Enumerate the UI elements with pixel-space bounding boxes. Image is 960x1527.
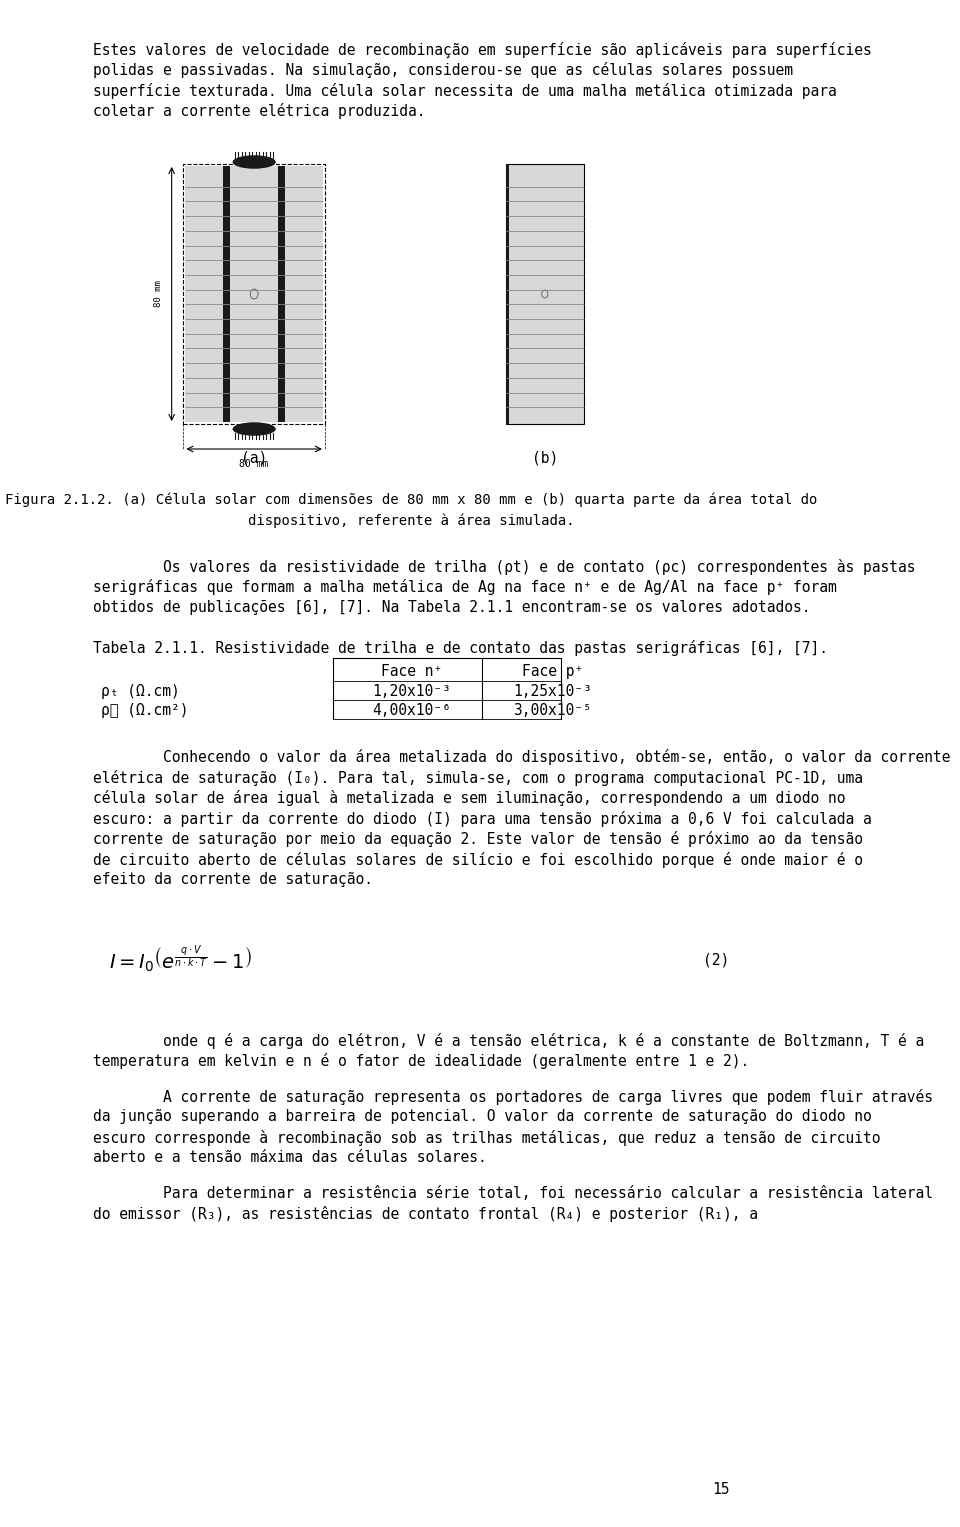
Text: ρᴄ (Ω.cm²): ρᴄ (Ω.cm²): [101, 702, 188, 718]
Text: 15: 15: [712, 1483, 730, 1496]
Ellipse shape: [232, 423, 276, 435]
Text: da junção superando a barreira de potencial. O valor da corrente de saturação do: da junção superando a barreira de potenc…: [93, 1109, 872, 1124]
Text: célula solar de área igual à metalizada e sem iluminação, correspondendo a um di: célula solar de área igual à metalizada …: [93, 791, 846, 806]
Text: corrente de saturação por meio da equação 2. Este valor de tensão é próximo ao d: corrente de saturação por meio da equaçã…: [93, 831, 863, 847]
Text: 1,25x10⁻³: 1,25x10⁻³: [514, 684, 592, 699]
Text: coletar a corrente elétrica produzida.: coletar a corrente elétrica produzida.: [93, 104, 425, 119]
Text: (a): (a): [241, 450, 267, 466]
FancyBboxPatch shape: [506, 163, 509, 425]
Text: ρₜ (Ω.cm): ρₜ (Ω.cm): [101, 684, 180, 699]
Text: temperatura em kelvin e n é o fator de idealidade (geralmente entre 1 e 2).: temperatura em kelvin e n é o fator de i…: [93, 1054, 750, 1069]
Text: 4,00x10⁻⁶: 4,00x10⁻⁶: [372, 702, 450, 718]
Text: A corrente de saturação representa os portadores de carga livres que podem fluir: A corrente de saturação representa os po…: [93, 1089, 933, 1104]
Text: do emissor (R₃), as resistências de contato frontal (R₄) e posterior (R₁), a: do emissor (R₃), as resistências de cont…: [93, 1206, 758, 1222]
Text: escuro: a partir da corrente do diodo (I) para uma tensão próxima a 0,6 V foi ca: escuro: a partir da corrente do diodo (I…: [93, 811, 872, 826]
Text: 3,00x10⁻⁵: 3,00x10⁻⁵: [514, 702, 592, 718]
Text: aberto e a tensão máxima das células solares.: aberto e a tensão máxima das células sol…: [93, 1150, 487, 1165]
Text: Estes valores de velocidade de recombinação em superfície são aplicáveis para su: Estes valores de velocidade de recombina…: [93, 43, 872, 58]
Text: Figura 2.1.2. (a) Célula solar com dimensões de 80 mm x 80 mm e (b) quarta parte: Figura 2.1.2. (a) Célula solar com dimen…: [5, 493, 818, 507]
Text: 1,20x10⁻³: 1,20x10⁻³: [372, 684, 450, 699]
Text: Face p⁺: Face p⁺: [522, 664, 584, 678]
FancyBboxPatch shape: [185, 166, 324, 421]
Ellipse shape: [232, 156, 276, 169]
FancyBboxPatch shape: [506, 163, 584, 425]
Text: Tabela 2.1.1. Resistividade de trilha e de contato das pastas serigráficas [6], : Tabela 2.1.1. Resistividade de trilha e …: [93, 640, 828, 657]
Text: serigráficas que formam a malha metálica de Ag na face n⁺ e de Ag/Al na face p⁺ : serigráficas que formam a malha metálica…: [93, 579, 837, 596]
Text: efeito da corrente de saturação.: efeito da corrente de saturação.: [93, 872, 373, 887]
Text: 80 mm: 80 mm: [239, 460, 269, 469]
FancyBboxPatch shape: [223, 166, 230, 421]
Text: escuro corresponde à recombinação sob as trilhas metálicas, que reduz a tensão d: escuro corresponde à recombinação sob as…: [93, 1130, 880, 1145]
Text: onde q é a carga do elétron, V é a tensão elétrica, k é a constante de Boltzmann: onde q é a carga do elétron, V é a tensã…: [93, 1032, 924, 1049]
Text: dispositivo, referente à área simulada.: dispositivo, referente à área simulada.: [248, 513, 575, 528]
Text: Face n⁺: Face n⁺: [381, 664, 442, 678]
FancyBboxPatch shape: [278, 166, 285, 421]
Text: de circuito aberto de células solares de silício e foi escolhido porque é onde m: de circuito aberto de células solares de…: [93, 852, 863, 867]
Text: 80 mm: 80 mm: [154, 281, 163, 307]
Text: (b): (b): [532, 450, 558, 466]
Text: obtidos de publicações [6], [7]. Na Tabela 2.1.1 encontram-se os valores adotado: obtidos de publicações [6], [7]. Na Tabe…: [93, 600, 810, 615]
Text: polidas e passivadas. Na simulação, considerou-se que as células solares possuem: polidas e passivadas. Na simulação, cons…: [93, 63, 793, 78]
Text: (2): (2): [704, 953, 730, 968]
Text: Conhecendo o valor da área metalizada do dispositivo, obtém-se, então, o valor d: Conhecendo o valor da área metalizada do…: [93, 750, 950, 765]
Text: superfície texturada. Uma célula solar necessita de uma malha metálica otimizada: superfície texturada. Uma célula solar n…: [93, 82, 837, 99]
Text: Os valores da resistividade de trilha (ρt) e de contato (ρc) correspondentes às : Os valores da resistividade de trilha (ρ…: [93, 559, 916, 574]
Text: $I = I_0\left(e^{\frac{q \cdot V}{n \cdot k \cdot T}} - 1\right)$: $I = I_0\left(e^{\frac{q \cdot V}{n \cdo…: [108, 942, 252, 974]
Text: Para determinar a resistência série total, foi necessário calcular a resistência: Para determinar a resistência série tota…: [93, 1186, 933, 1200]
Text: elétrica de saturação (I₀). Para tal, simula-se, com o programa computacional PC: elétrica de saturação (I₀). Para tal, si…: [93, 770, 863, 786]
